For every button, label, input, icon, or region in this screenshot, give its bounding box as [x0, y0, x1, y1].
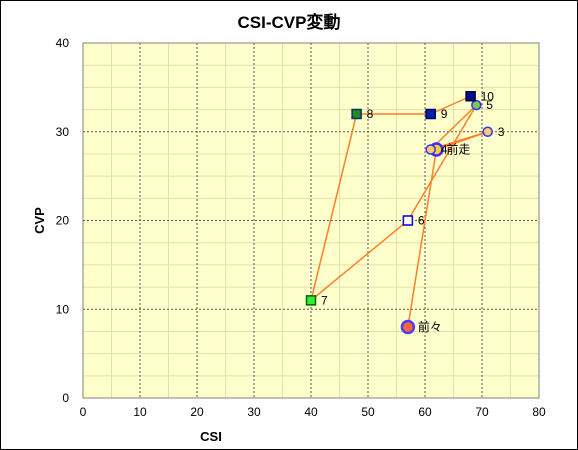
x-tick-label: 60 [418, 405, 432, 419]
point-marker [351, 108, 362, 120]
series-markers [305, 91, 493, 335]
point-marker [400, 319, 416, 335]
x-axis-label: CSI [200, 429, 222, 444]
point-marker [425, 108, 436, 120]
point-label: 5 [486, 98, 493, 112]
point-marker [471, 99, 482, 111]
point-label: 前々 [418, 319, 442, 334]
series-path [309, 95, 488, 328]
point-label: 6 [418, 214, 425, 228]
y-tick-label: 20 [56, 214, 70, 228]
x-tick-label: 20 [190, 405, 204, 419]
x-tick-label: 70 [475, 405, 489, 419]
y-tick-label: 0 [62, 391, 69, 405]
y-tick-label: 10 [56, 302, 70, 316]
point-label: 10 [481, 89, 495, 103]
x-tick-label: 80 [532, 405, 546, 419]
x-tick-label: 50 [361, 405, 375, 419]
point-label: 8 [367, 107, 374, 121]
point-marker [465, 91, 476, 102]
x-tick-label: 0 [80, 405, 87, 419]
point-marker [305, 295, 317, 306]
point-marker [425, 144, 436, 155]
series-line [309, 95, 488, 328]
point-labels: 前々 前走 3 4 5 6 7 8 9 10 [321, 89, 505, 334]
chart-title: CSI-CVP変動 [237, 13, 341, 32]
x-tick-label: 30 [247, 405, 261, 419]
point-label: 9 [441, 107, 448, 121]
y-tick-label: 30 [56, 125, 70, 139]
y-tick-label: 40 [56, 36, 70, 50]
tick-labels: 0 10 20 30 40 50 60 70 80 0 10 20 30 40 [56, 36, 546, 419]
point-label: 7 [321, 293, 328, 307]
x-tick-label: 40 [304, 405, 318, 419]
x-tick-label: 10 [133, 405, 147, 419]
point-label: 4 [441, 143, 448, 157]
point-marker [402, 215, 414, 226]
y-axis-label: CVP [32, 207, 47, 234]
plot-border [82, 42, 540, 399]
point-label: 3 [498, 125, 505, 139]
point-label: 前走 [446, 142, 470, 157]
point-marker [482, 126, 493, 137]
